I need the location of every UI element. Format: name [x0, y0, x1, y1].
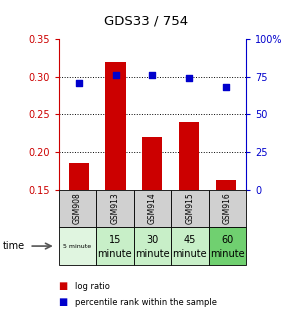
- Bar: [69, 164, 89, 190]
- Point: [187, 76, 191, 81]
- Point: [150, 73, 155, 78]
- Text: percentile rank within the sample: percentile rank within the sample: [75, 298, 217, 307]
- Bar: [216, 180, 236, 190]
- Point: [113, 73, 118, 78]
- Bar: [142, 137, 163, 190]
- Bar: [171, 190, 209, 227]
- Text: GSM915: GSM915: [185, 193, 194, 224]
- Bar: [179, 122, 199, 190]
- Bar: [59, 190, 96, 227]
- Text: GSM913: GSM913: [110, 193, 119, 224]
- Text: ■: ■: [59, 298, 68, 307]
- Text: log ratio: log ratio: [75, 282, 110, 291]
- Text: minute: minute: [135, 250, 170, 259]
- Text: time: time: [3, 241, 25, 251]
- Bar: [96, 227, 134, 265]
- Text: GSM916: GSM916: [223, 193, 232, 224]
- Text: 45: 45: [184, 235, 196, 246]
- Text: minute: minute: [173, 250, 207, 259]
- Point: [76, 80, 81, 85]
- Text: minute: minute: [210, 250, 245, 259]
- Text: minute: minute: [98, 250, 132, 259]
- Bar: [134, 190, 171, 227]
- Bar: [209, 227, 246, 265]
- Text: GSM908: GSM908: [73, 193, 82, 224]
- Text: GSM914: GSM914: [148, 193, 157, 224]
- Text: GDS33 / 754: GDS33 / 754: [104, 15, 189, 28]
- Bar: [171, 227, 209, 265]
- Text: ■: ■: [59, 281, 68, 291]
- Bar: [134, 227, 171, 265]
- Text: 5 minute: 5 minute: [63, 244, 91, 249]
- Point: [224, 85, 228, 90]
- Bar: [59, 227, 96, 265]
- Text: 30: 30: [146, 235, 159, 246]
- Bar: [96, 190, 134, 227]
- Bar: [209, 190, 246, 227]
- Text: 60: 60: [221, 235, 234, 246]
- Text: 15: 15: [109, 235, 121, 246]
- Bar: [105, 62, 126, 190]
